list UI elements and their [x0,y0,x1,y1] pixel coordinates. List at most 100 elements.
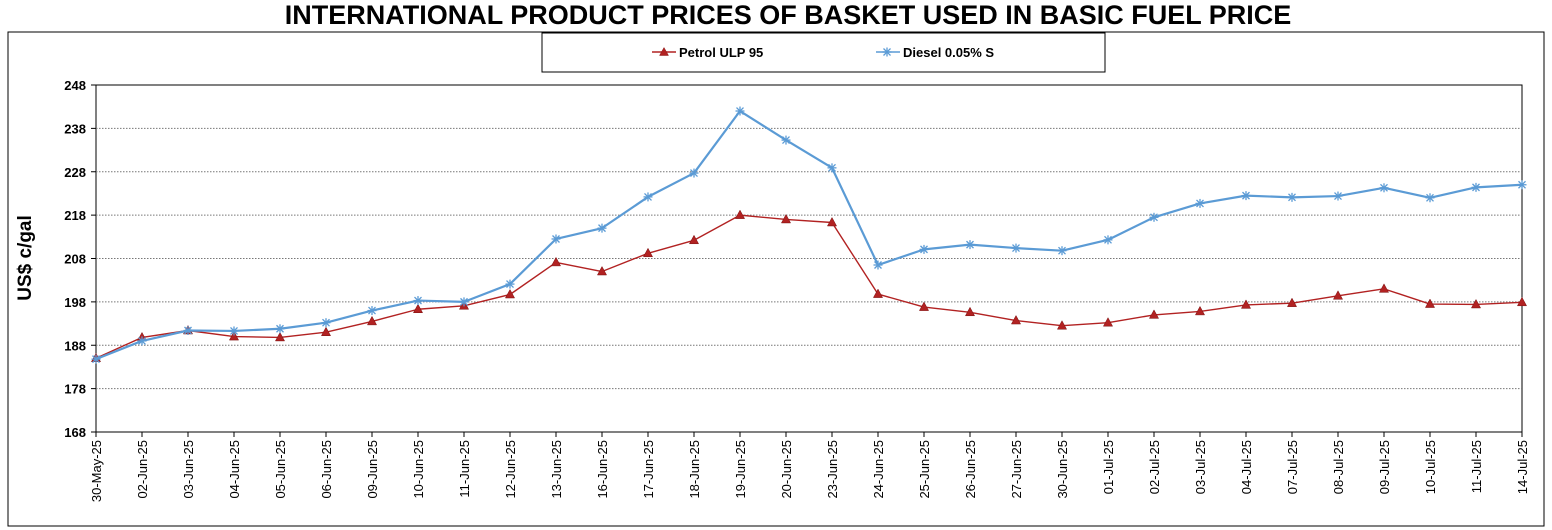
legend-diesel-marker [882,47,892,57]
data-point-diesel [1379,183,1389,193]
data-point-petrol [1286,297,1298,307]
series-diesel [91,106,1527,364]
data-point-petrol [826,216,838,227]
legend-item-diesel: Diesel 0.05% S [876,45,994,60]
x-tick-label: 26-Jun-25 [963,440,978,499]
data-point-diesel [1425,193,1435,203]
y-tick-label: 238 [64,121,86,136]
x-tick-label: 24-Jun-25 [871,440,886,499]
data-point-diesel [827,163,837,173]
x-tick-label: 01-Jul-25 [1101,440,1116,494]
x-tick-label: 23-Jun-25 [825,440,840,499]
data-point-petrol [1056,320,1068,330]
data-point-diesel [275,324,285,334]
data-point-diesel [1471,182,1481,192]
data-point-petrol [1240,299,1252,309]
data-point-diesel [873,260,883,270]
y-tick-label: 178 [64,382,86,397]
data-point-petrol [1148,309,1160,319]
data-point-diesel [367,306,377,316]
data-point-diesel [643,192,653,202]
data-point-diesel [1149,212,1159,222]
data-point-petrol [274,331,286,342]
series-layer [90,106,1528,364]
chart-outer-border [7,31,1545,527]
legend-item-petrol: Petrol ULP 95 [652,45,763,60]
data-point-diesel [689,168,699,178]
chart-title: INTERNATIONAL PRODUCT PRICES OF BASKET U… [284,0,1292,30]
data-point-petrol [688,234,700,245]
legend-petrol-marker [659,46,669,56]
data-point-petrol [412,303,424,313]
data-point-diesel [1011,243,1021,253]
y-tick-label: 218 [64,208,86,223]
gridlines [96,127,1522,390]
y-tick-label: 208 [64,252,86,267]
data-point-petrol [596,265,608,276]
data-point-petrol [1332,290,1344,300]
data-point-diesel [505,279,515,289]
legend-box [541,32,1106,73]
y-tick-label: 248 [64,78,86,93]
y-axis-title: US$ c/gal [15,215,36,301]
data-point-petrol [872,288,884,298]
x-tick-label: 03-Jul-25 [1193,440,1208,494]
x-tick-label: 14-Jul-25 [1515,440,1530,494]
data-point-petrol [1424,298,1436,308]
y-tick-label: 228 [64,165,86,180]
y-tick-label: 188 [64,338,86,353]
y-tick-label: 198 [64,295,86,310]
data-point-diesel [735,106,745,116]
data-point-petrol [1378,283,1390,293]
legend: Petrol ULP 95 Diesel 0.05% S [541,32,1106,73]
x-tick-label: 02-Jun-25 [135,440,150,499]
data-point-petrol [734,209,746,219]
data-point-diesel [1057,246,1067,256]
series-line [95,214,1523,359]
x-tick-label: 13-Jun-25 [549,440,564,499]
x-tick-label: 09-Jul-25 [1377,440,1392,494]
data-point-petrol [228,331,240,341]
x-tick-label: 30-Jun-25 [1055,440,1070,499]
x-tick-label: 19-Jun-25 [733,440,748,499]
data-point-petrol [320,326,332,336]
data-point-petrol [550,256,562,267]
data-point-petrol [504,288,516,299]
y-tick-label: 168 [64,425,86,440]
data-point-diesel [597,223,607,233]
data-point-diesel [413,296,423,306]
series-line [95,109,1523,361]
x-tick-label: 09-Jun-25 [365,440,380,499]
axes: 168 178 188 198 208 218 228 238 248 30-May-25 02-J… [64,78,1530,502]
data-point-diesel [781,135,791,145]
data-point-petrol [1102,317,1114,327]
x-tick-label: 20-Jun-25 [779,440,794,499]
data-point-petrol [918,301,930,311]
x-tick-label: 07-Jul-25 [1285,440,1300,494]
data-point-diesel [1287,192,1297,202]
data-point-diesel [1103,235,1113,245]
data-point-diesel [1517,180,1527,190]
x-tick-label: 10-Jul-25 [1423,440,1438,494]
series-petrol-ulp-95 [90,209,1528,363]
x-tick-label: 04-Jun-25 [227,440,242,499]
x-tick-label: 03-Jun-25 [181,440,196,499]
x-tick-label: 11-Jul-25 [1469,440,1484,493]
data-point-petrol [964,306,976,317]
x-tick-label: 10-Jun-25 [411,440,426,499]
x-tick-label: 25-Jun-25 [917,440,932,499]
data-point-diesel [459,297,469,307]
legend-petrol-label: Petrol ULP 95 [679,45,763,60]
data-point-diesel [137,336,147,346]
data-point-petrol [642,247,654,258]
data-point-petrol [1516,296,1528,307]
data-point-petrol [780,213,792,224]
x-tick-label: 27-Jun-25 [1009,440,1024,499]
data-point-diesel [919,244,929,254]
data-point-diesel [1195,198,1205,208]
x-tick-label: 16-Jun-25 [595,440,610,499]
x-tick-label: 08-Jul-25 [1331,440,1346,494]
data-point-diesel [551,234,561,244]
x-tick-label: 11-Jun-25 [457,440,472,498]
